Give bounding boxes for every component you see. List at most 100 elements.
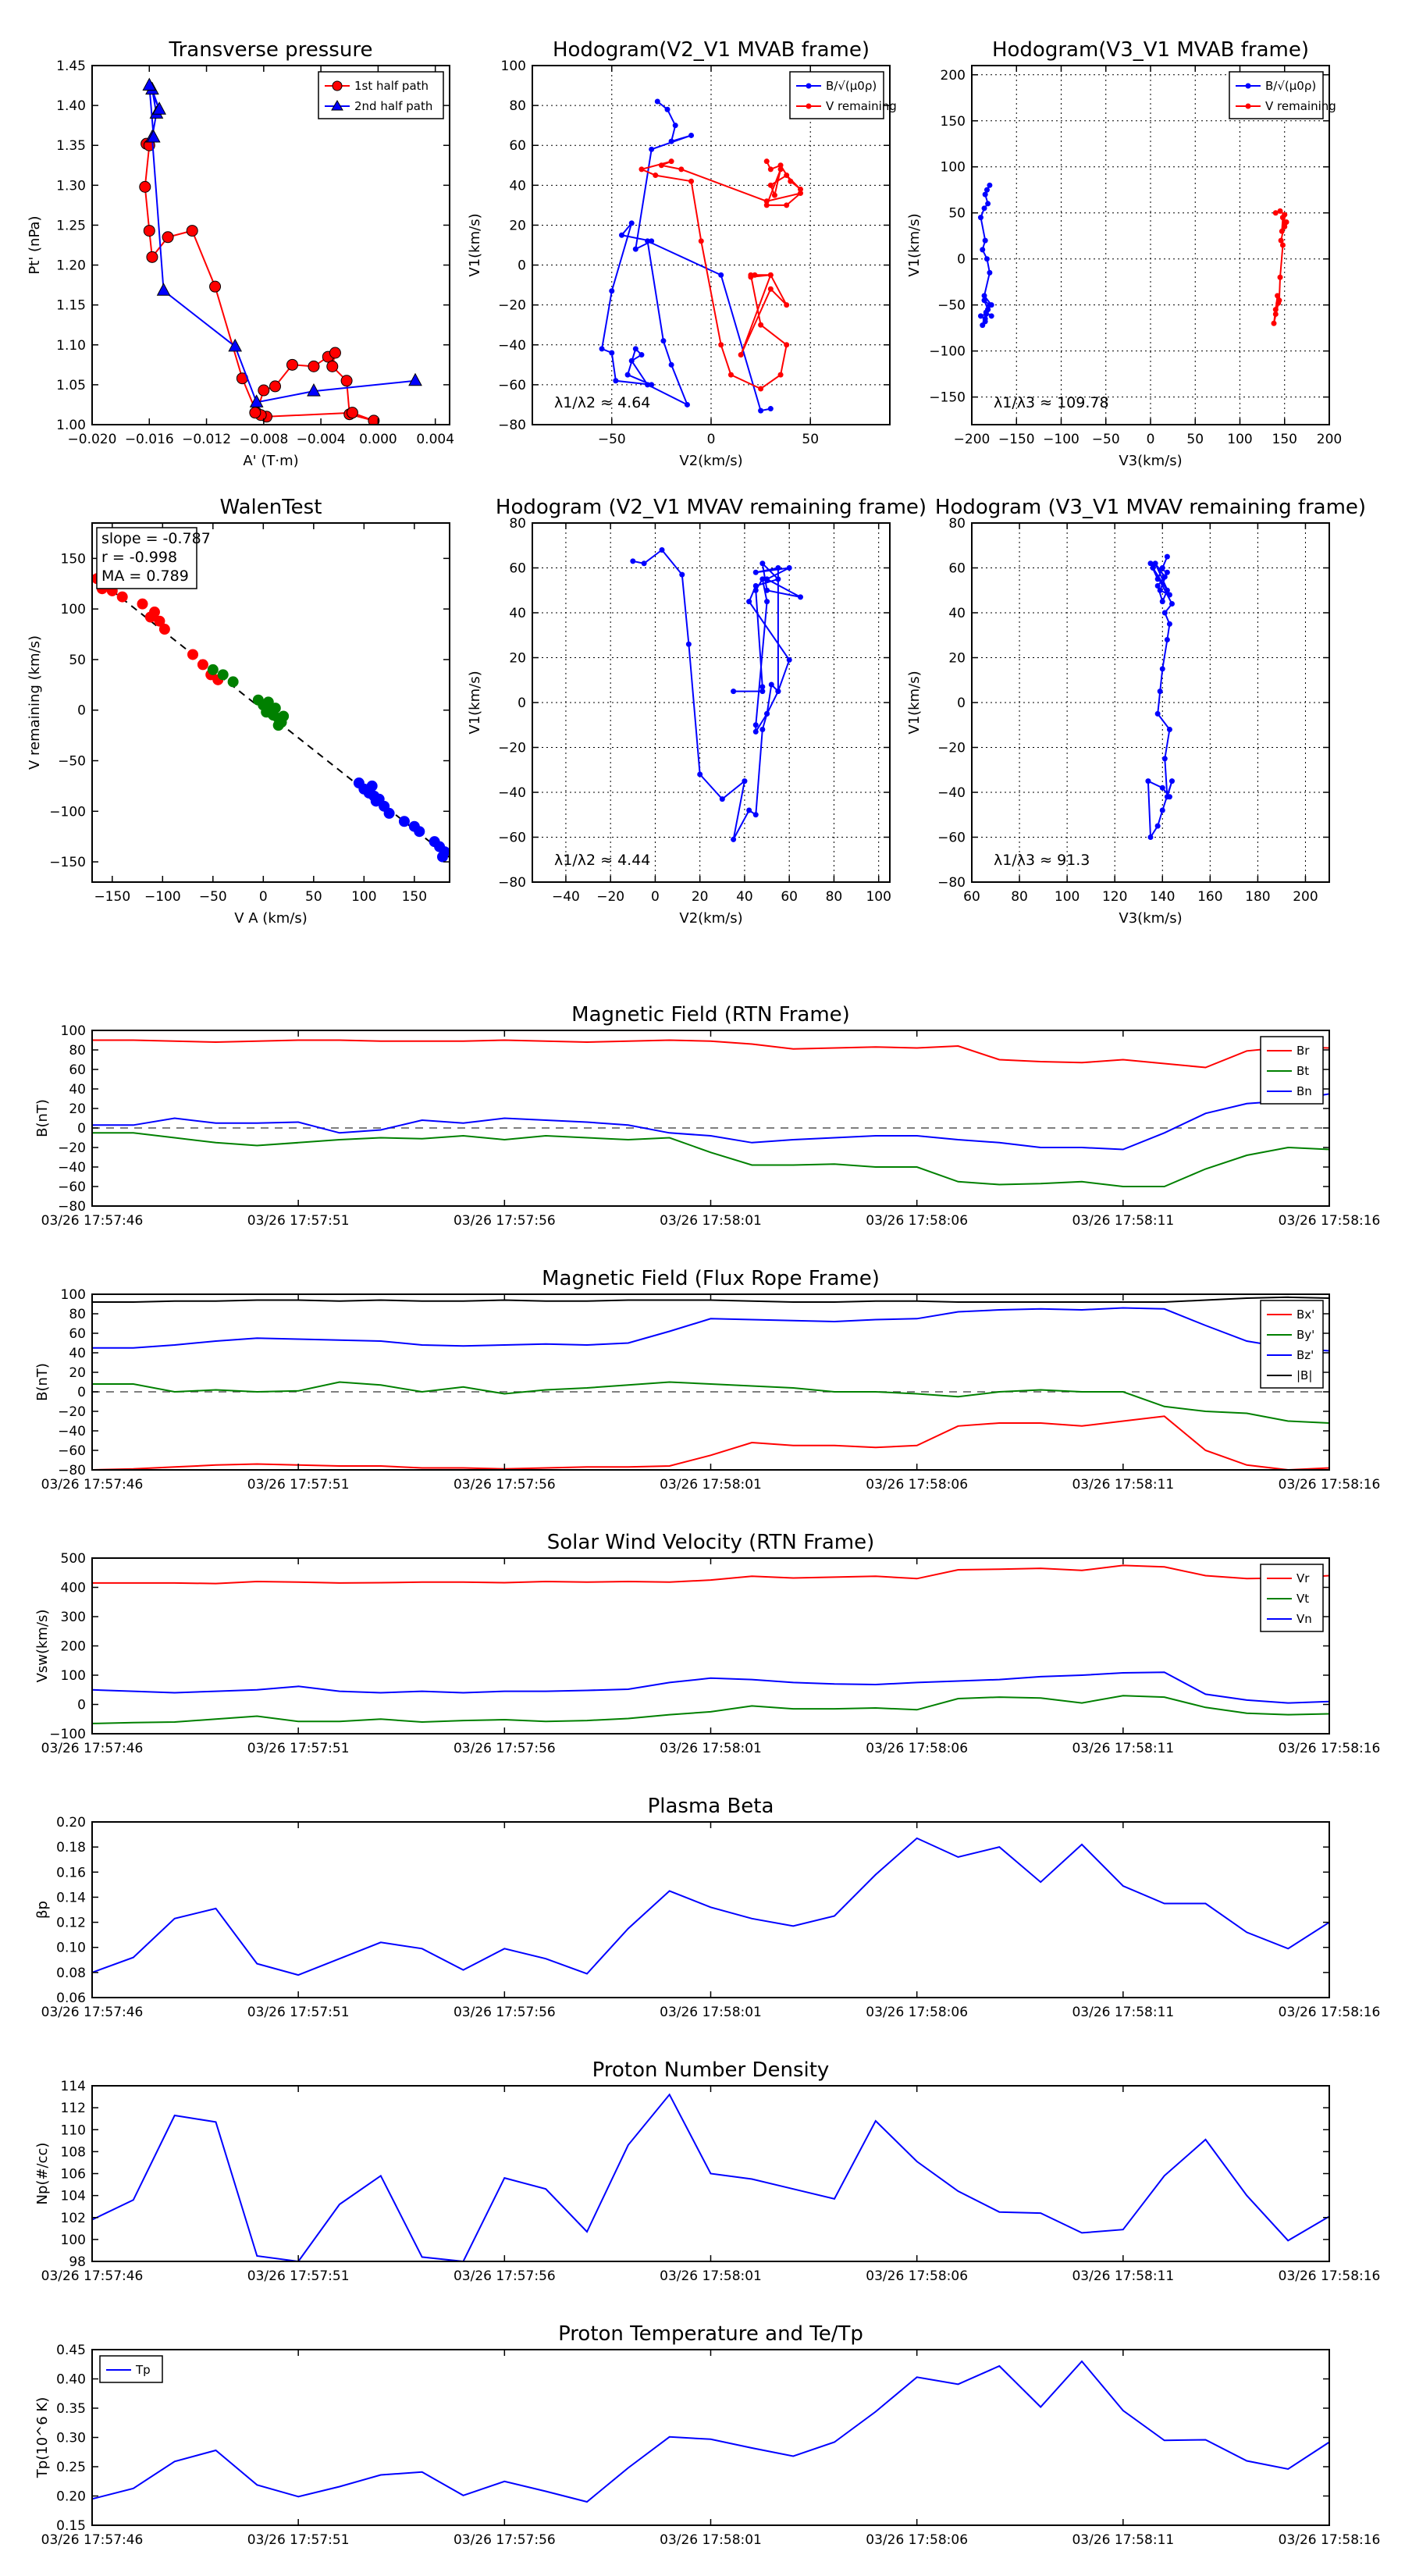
data-point [227, 676, 239, 688]
series-line-Bn [92, 1093, 1329, 1151]
data-point [1166, 727, 1172, 732]
data-point [1161, 610, 1168, 616]
ytick-label: 60 [509, 138, 526, 154]
data-point [1152, 560, 1158, 567]
axes-frame [91, 1557, 1330, 1735]
ytick-label: 1.30 [56, 178, 86, 194]
ytick-label: −40 [937, 785, 966, 801]
chart-title: Proton Temperature and Te/Tp [558, 2322, 863, 2346]
data-point [1166, 794, 1172, 800]
data-point [1282, 221, 1288, 227]
data-point [752, 272, 758, 278]
chart-title: Solar Wind Velocity (RTN Frame) [547, 1531, 874, 1554]
data-point [1154, 710, 1161, 717]
data-point [759, 576, 766, 582]
chart-title: Magnetic Field (Flux Rope Frame) [542, 1267, 880, 1290]
ytick-label: 20 [509, 651, 526, 667]
series-line-B/√(μ0ρ) [600, 101, 771, 412]
time-tick-label: 03/26 17:58:01 [660, 1741, 762, 1756]
legend: B/√(μ0ρ) V remaining [789, 71, 897, 119]
ytick-label: 20 [69, 1101, 86, 1117]
data-point [329, 347, 341, 359]
data-point [653, 173, 659, 179]
data-point [272, 720, 284, 731]
data-point [649, 238, 655, 244]
ytick-label: 0 [518, 258, 526, 274]
data-point [985, 201, 991, 207]
xtick-label: 120 [1102, 889, 1127, 905]
xtick-label: 50 [305, 889, 322, 905]
ytick-label: 0.10 [56, 1941, 86, 1956]
ytick-label: 20 [509, 218, 526, 233]
data-point [146, 129, 161, 143]
ytick-label: −80 [937, 875, 966, 891]
data-point [777, 372, 784, 378]
data-point [672, 123, 678, 129]
time-tick-label: 03/26 17:58:16 [1279, 1213, 1381, 1229]
time-tick-label: 03/26 17:58:06 [866, 2005, 968, 2020]
data-point [718, 272, 724, 278]
y-axis-label: Tp(10^6 K) [34, 2397, 51, 2478]
ytick-label: 60 [69, 1062, 86, 1078]
legend: B/√(μ0ρ) V remaining [1229, 71, 1336, 119]
time-tick-label: 03/26 17:57:51 [247, 1213, 350, 1229]
ytick-label: 300 [61, 1610, 86, 1625]
data-point [645, 238, 651, 244]
ytick-label: 100 [61, 1023, 86, 1039]
ytick-label: −80 [498, 875, 526, 891]
y-axis-label: V1(km/s) [906, 213, 923, 276]
data-point [414, 826, 425, 838]
ytick-label: 0.06 [56, 1991, 86, 2006]
ytick-label: 0.12 [56, 1916, 86, 1931]
data-point [983, 309, 989, 315]
data-point [697, 771, 703, 777]
data-point [346, 407, 358, 419]
series-line-Bt [92, 1132, 1329, 1187]
data-point [366, 780, 378, 792]
data-point [786, 656, 792, 663]
data-point [759, 688, 766, 695]
legend: Bx' By' Bz' |B| [1260, 1300, 1324, 1389]
xtick-label: −0.008 [239, 432, 288, 447]
data-point [1159, 785, 1165, 791]
data-point [162, 231, 174, 244]
legend-marker [1245, 103, 1251, 109]
data-point [764, 587, 770, 593]
ytick-label: 20 [69, 1365, 86, 1381]
data-point [664, 106, 670, 112]
data-point [1168, 601, 1175, 607]
data-point [784, 342, 790, 348]
legend-label: Bt [1297, 1064, 1309, 1078]
ytick-label: 0 [77, 703, 86, 719]
data-point [752, 583, 759, 589]
xtick-label: −20 [596, 889, 624, 905]
y-axis-label: V1(km/s) [906, 671, 923, 734]
time-tick-label: 03/26 17:58:11 [1072, 2268, 1174, 2284]
ytick-label: −100 [929, 344, 966, 360]
data-point [988, 313, 994, 319]
ytick-label: 80 [69, 1307, 86, 1322]
chart-vel: Solar Wind Velocity (RTN Frame) −100 0 100 2… [34, 1531, 1380, 1756]
plot-area [977, 182, 1289, 329]
y-axis-label: V1(km/s) [467, 213, 483, 276]
series-line-Br [92, 1039, 1329, 1069]
annotation: λ1/λ3 ≈ 91.3 [994, 852, 1090, 869]
xtick-label: 0 [1147, 432, 1155, 447]
data-point [798, 594, 803, 600]
data-point [187, 649, 199, 660]
time-tick-label: 03/26 17:57:51 [247, 2268, 350, 2284]
chart-title: Hodogram (V3_V1 MVAV remaining frame) [935, 496, 1366, 519]
xtick-label: −50 [598, 432, 626, 447]
data-point [308, 360, 320, 372]
ytick-label: 0.45 [56, 2343, 86, 2358]
ytick-label: 150 [61, 551, 86, 567]
chart-title: Transverse pressure [169, 38, 373, 62]
data-point [197, 659, 208, 671]
time-tick-label: 03/26 17:57:51 [247, 1741, 350, 1756]
data-point [262, 696, 274, 708]
ytick-label: −40 [498, 338, 526, 354]
ytick-label: 100 [501, 59, 526, 74]
data-point [1159, 599, 1165, 605]
data-point [632, 346, 638, 352]
